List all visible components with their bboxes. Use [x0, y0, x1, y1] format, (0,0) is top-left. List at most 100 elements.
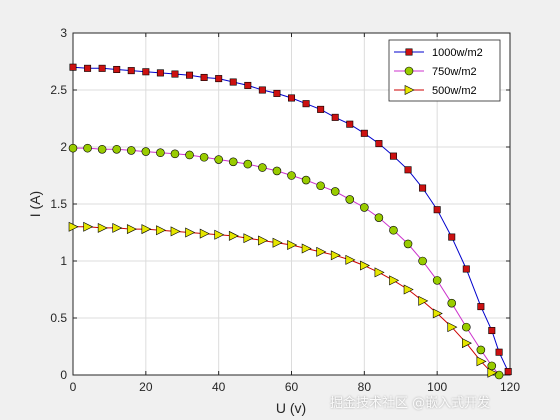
x-tick-label: 40 [212, 380, 226, 394]
data-point [389, 225, 398, 235]
data-point [126, 146, 136, 155]
data-point [141, 224, 152, 235]
data-point [301, 175, 311, 185]
data-point [170, 149, 180, 159]
data-point [404, 166, 412, 174]
legend-marker [404, 85, 415, 95]
data-point [214, 155, 223, 164]
data-point [112, 144, 121, 154]
data-point [487, 361, 497, 371]
data-point [287, 94, 295, 102]
series-layer [68, 63, 512, 380]
y-tick-label: 3 [60, 26, 67, 40]
data-point [156, 148, 165, 157]
data-point [403, 239, 413, 249]
data-point [316, 246, 327, 257]
x-axis-title: U (v) [276, 400, 306, 416]
data-point [447, 322, 458, 333]
data-point [287, 240, 298, 251]
legend-marker [405, 48, 413, 56]
data-point [156, 69, 164, 77]
data-point [112, 222, 123, 233]
data-point [476, 356, 487, 367]
data-point [488, 327, 496, 335]
data-point [243, 159, 253, 169]
data-point [462, 265, 470, 273]
data-point [346, 120, 354, 128]
data-point [418, 295, 429, 306]
data-point [68, 221, 79, 232]
data-point [98, 64, 106, 72]
data-point [97, 144, 107, 154]
data-point [316, 181, 325, 191]
x-tick-label: 0 [70, 380, 77, 394]
data-point [243, 233, 254, 244]
data-point [448, 233, 456, 241]
data-point [331, 113, 339, 121]
data-point [345, 195, 355, 204]
data-point [330, 187, 340, 196]
data-point [185, 150, 194, 160]
data-point [200, 73, 208, 81]
data-point [186, 71, 194, 79]
data-point [229, 78, 237, 86]
legend-label: 1000w/m2 [432, 47, 483, 59]
y-tick-label: 0.5 [50, 311, 67, 325]
data-point [330, 250, 341, 261]
data-point [461, 338, 472, 349]
data-point [433, 206, 441, 214]
data-point [142, 68, 150, 76]
data-point [171, 70, 179, 78]
series-2 [68, 221, 498, 378]
data-point [68, 143, 78, 153]
data-point [447, 298, 457, 308]
data-point [273, 89, 281, 97]
data-point [244, 81, 252, 89]
data-point [375, 140, 383, 148]
y-tick-label: 1.5 [50, 197, 67, 211]
data-point [214, 229, 225, 240]
data-point [360, 129, 368, 137]
data-point [199, 228, 210, 239]
watermark: 掘金技术社区 @嵌入式开发 [330, 396, 491, 411]
data-point [258, 235, 269, 246]
data-point [141, 147, 151, 156]
data-point [360, 203, 369, 212]
legend-item: 750w/m2 [394, 66, 477, 78]
data-point [272, 237, 283, 248]
legend-label: 500w/m2 [432, 85, 477, 97]
data-point [418, 256, 427, 266]
data-point [389, 275, 400, 286]
data-point [389, 152, 397, 160]
data-point [432, 276, 442, 285]
data-point [317, 105, 325, 113]
legend-item: 500w/m2 [394, 85, 477, 97]
data-point [199, 152, 209, 162]
y-tick-label: 2.5 [50, 83, 67, 97]
legend-label: 750w/m2 [432, 66, 477, 78]
data-point [113, 65, 121, 73]
x-tick-label: 60 [285, 380, 299, 394]
data-point [258, 163, 267, 172]
data-point [477, 303, 485, 311]
data-point [228, 157, 238, 167]
data-point [504, 368, 512, 376]
data-point [374, 267, 385, 278]
data-point [403, 284, 414, 295]
data-point [374, 213, 384, 222]
y-axis-title: I (A) [27, 191, 43, 217]
data-point [97, 222, 108, 233]
data-point [83, 221, 94, 232]
data-point [272, 166, 282, 176]
data-point [185, 227, 196, 238]
data-point [126, 224, 137, 235]
legend-marker [404, 66, 414, 76]
x-tick-label: 80 [358, 380, 372, 394]
data-point [494, 370, 504, 380]
data-point [127, 67, 135, 75]
data-point [495, 348, 503, 356]
y-tick-label: 1 [60, 254, 67, 268]
data-point [461, 322, 471, 332]
data-point [83, 143, 92, 153]
